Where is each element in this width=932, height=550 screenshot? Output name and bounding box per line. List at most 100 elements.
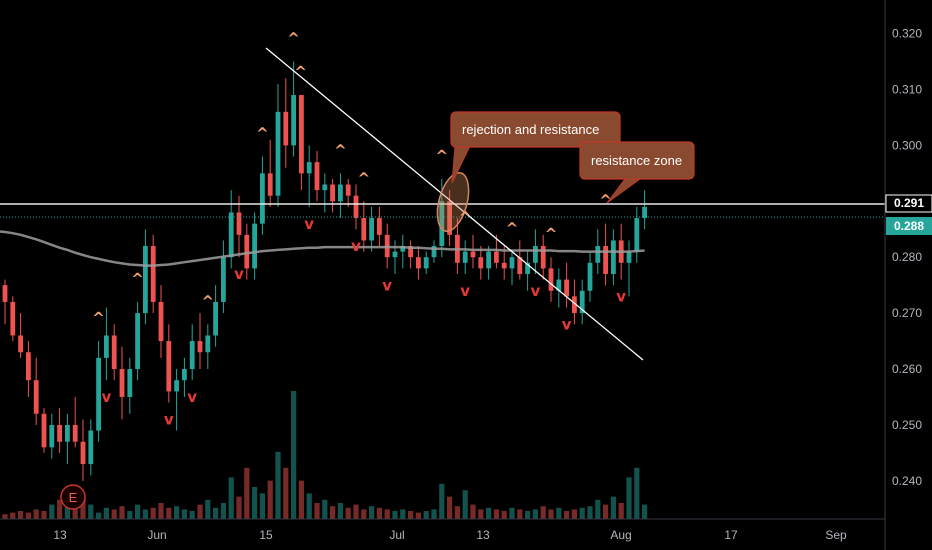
- volume-bar: [478, 509, 484, 519]
- candle-body: [236, 212, 242, 235]
- candle: [41, 408, 47, 453]
- pivot-low-marker: v: [616, 288, 626, 306]
- volume-bar: [439, 483, 445, 519]
- pivot-high-marker: ^: [599, 192, 612, 210]
- volume-bar: [150, 507, 156, 519]
- candle-body: [65, 424, 70, 442]
- volume-bar: [291, 391, 297, 519]
- candle: [111, 324, 117, 381]
- volume-bar: [408, 511, 414, 519]
- candle-body: [314, 162, 320, 191]
- candle-body: [166, 341, 172, 392]
- candle: [564, 262, 569, 308]
- candle: [556, 268, 562, 308]
- candle-body: [345, 184, 351, 196]
- volume-bar: [556, 507, 562, 519]
- candle-body: [517, 257, 523, 274]
- candle: [260, 156, 265, 235]
- candle-body: [525, 262, 530, 274]
- volume-bar: [314, 503, 320, 519]
- candle-body: [72, 424, 78, 442]
- candle-body: [306, 162, 312, 174]
- volume-bar: [384, 509, 390, 519]
- volume-bar: [392, 511, 398, 519]
- candle: [603, 223, 608, 286]
- candle: [72, 396, 78, 448]
- pivot-low-marker: v: [164, 411, 174, 429]
- volume-bar: [603, 504, 609, 519]
- volume-bar: [275, 451, 281, 519]
- candle-body: [158, 301, 164, 342]
- candle: [267, 139, 273, 207]
- candle: [57, 408, 62, 453]
- volume-bar: [236, 496, 242, 519]
- candle-body: [486, 251, 491, 269]
- volume-bar: [119, 506, 125, 519]
- earnings-marker[interactable]: E: [60, 484, 86, 510]
- candle-body: [322, 184, 328, 191]
- volume-bar: [57, 499, 63, 519]
- candle: [150, 234, 156, 314]
- volume-bar: [10, 512, 16, 519]
- volume-bar: [587, 506, 593, 519]
- time-axis[interactable]: 13 Jun 15 Jul 13 Aug 17 Sep: [53, 528, 847, 542]
- candle: [244, 223, 250, 280]
- moving-average-line: [0, 230, 645, 267]
- candle: [423, 251, 429, 274]
- volume-bar: [564, 511, 570, 519]
- volume-bar: [431, 509, 437, 519]
- candle-body: [642, 206, 647, 219]
- volume-bar: [158, 503, 164, 519]
- candle: [26, 341, 31, 397]
- price-tag-last: 0.288: [886, 217, 932, 235]
- volume-bar: [423, 511, 429, 519]
- candle: [408, 240, 413, 269]
- price-axis[interactable]: 0.2400.2500.2600.2700.2800.2900.3000.310…: [892, 27, 922, 488]
- pivot-low-marker: v: [304, 215, 314, 233]
- callout-resistance-zone: resistance zone: [579, 141, 695, 204]
- candle: [252, 212, 257, 280]
- candle-body: [564, 279, 569, 297]
- volume-bar: [72, 509, 78, 519]
- volume-bar: [548, 509, 554, 519]
- candle: [517, 240, 523, 280]
- candle: [65, 413, 70, 465]
- volume-bar: [49, 504, 55, 519]
- candles: [2, 61, 647, 481]
- volume-bar: [127, 511, 133, 519]
- candle: [182, 357, 187, 397]
- time-tick-label: 17: [724, 528, 738, 542]
- candle-body: [423, 257, 429, 269]
- volume-bar: [525, 511, 531, 519]
- volume-bar: [330, 506, 336, 519]
- candle: [548, 257, 554, 302]
- pivot-high-marker: ^: [545, 225, 558, 243]
- volume-bar: [135, 504, 141, 519]
- candle: [49, 413, 55, 459]
- candle: [353, 184, 359, 230]
- time-tick-label: 15: [259, 528, 273, 542]
- pivot-low-marker: v: [382, 276, 392, 294]
- time-tick-label: 13: [476, 528, 490, 542]
- price-tick-label: 0.260: [892, 362, 922, 376]
- candle: [119, 346, 125, 420]
- pivot-low-marker: v: [102, 388, 112, 406]
- candle-body: [189, 341, 195, 370]
- candle-body: [439, 201, 445, 247]
- candle: [634, 206, 640, 263]
- volume-bar: [509, 507, 515, 519]
- candle-body: [96, 357, 101, 431]
- candle-body: [275, 111, 281, 196]
- price-tag-resistance: 0.291: [885, 194, 932, 213]
- volume-bar: [415, 512, 421, 519]
- candle: [579, 279, 585, 325]
- candle-body: [111, 335, 117, 370]
- price-tag-resistance-label: 0.291: [894, 196, 924, 210]
- volume-bar: [64, 506, 70, 519]
- candle-body: [369, 218, 374, 241]
- volume-bar: [571, 509, 577, 519]
- time-tick-label: Jun: [147, 528, 166, 542]
- candle-body: [41, 413, 47, 448]
- candle-body: [587, 262, 593, 291]
